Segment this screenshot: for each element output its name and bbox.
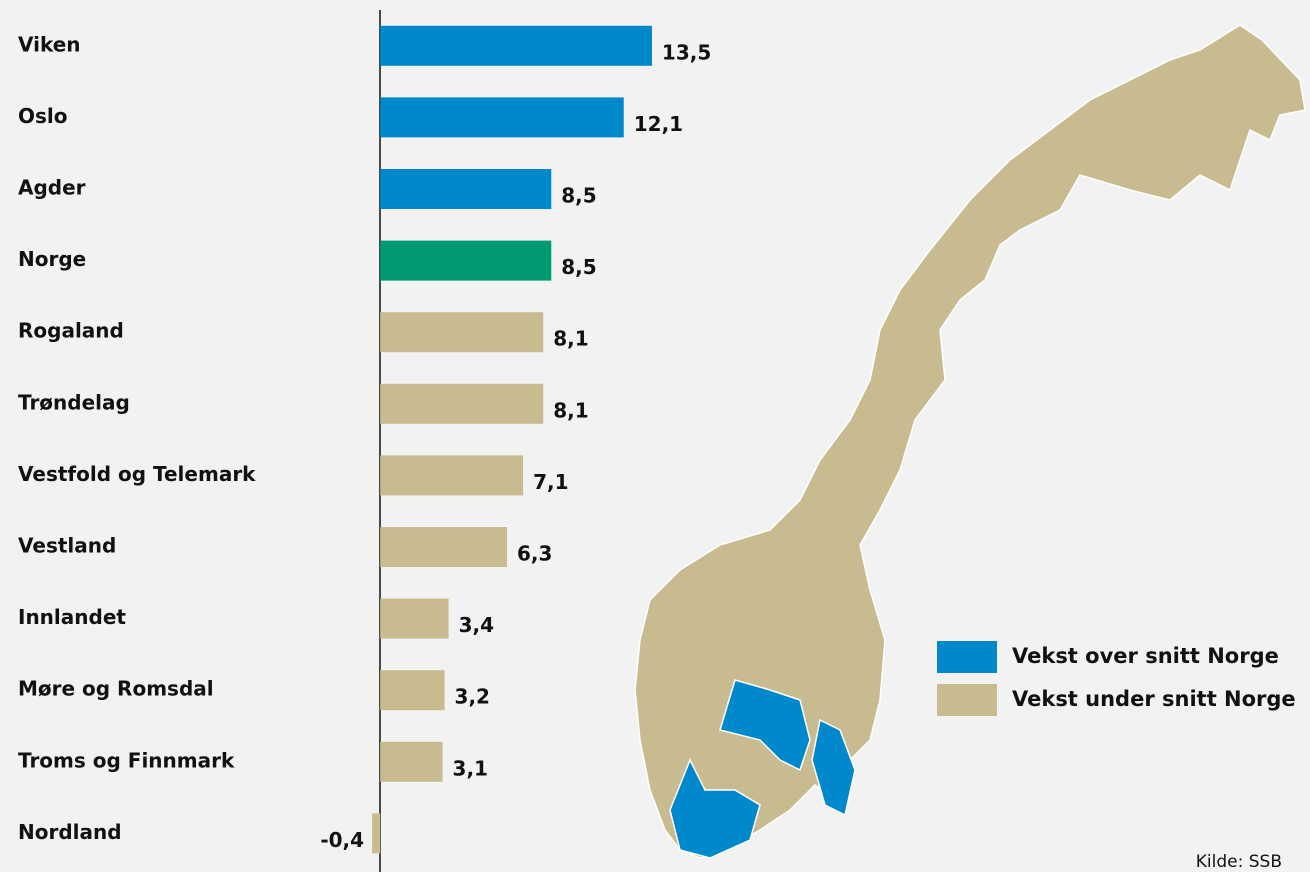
bar <box>380 598 449 639</box>
legend-label: Vekst over snitt Norge <box>1012 644 1279 668</box>
category-label: Møre og Romsdal <box>18 677 214 701</box>
category-label: Nordland <box>18 820 122 844</box>
legend-swatch <box>937 684 997 716</box>
map-region-agder <box>669 758 761 859</box>
value-label: 12,1 <box>634 112 683 136</box>
value-label: 3,4 <box>459 613 494 637</box>
bar <box>380 383 544 424</box>
map-land <box>634 24 1306 859</box>
map-region-oslo <box>811 718 856 817</box>
bar <box>380 312 544 353</box>
value-label: 7,1 <box>533 470 568 494</box>
category-label: Norge <box>18 247 86 271</box>
bar <box>380 527 507 567</box>
category-label: Rogaland <box>18 319 124 343</box>
value-label: 8,1 <box>553 327 588 351</box>
map <box>634 24 1306 859</box>
category-label: Innlandet <box>18 605 126 629</box>
category-label: Vestland <box>18 534 116 558</box>
source-note: Kilde: SSB <box>1196 852 1282 872</box>
category-label: Trøndelag <box>18 390 130 414</box>
category-label: Vestfold og Telemark <box>18 462 256 486</box>
map-region-viken <box>719 679 811 772</box>
bar <box>380 169 552 209</box>
bar <box>380 670 445 711</box>
category-label: Oslo <box>18 104 68 128</box>
value-label: -0,4 <box>320 828 364 852</box>
bar <box>380 741 443 782</box>
value-label: 3,1 <box>453 756 488 780</box>
legend-label: Vekst under snitt Norge <box>1012 687 1296 711</box>
bar <box>380 240 552 281</box>
value-label: 8,5 <box>561 255 596 279</box>
value-label: 3,2 <box>455 685 490 709</box>
bar <box>380 97 624 138</box>
bar <box>380 25 652 66</box>
value-label: 6,3 <box>517 542 552 566</box>
value-label: 13,5 <box>662 40 711 64</box>
value-label: 8,5 <box>561 184 596 208</box>
category-label: Troms og Finnmark <box>18 748 235 772</box>
category-label: Agder <box>18 176 86 200</box>
value-label: 8,1 <box>553 398 588 422</box>
legend-swatch <box>937 641 997 673</box>
bar <box>380 455 524 496</box>
bar <box>372 813 381 854</box>
category-label: Viken <box>18 32 81 56</box>
